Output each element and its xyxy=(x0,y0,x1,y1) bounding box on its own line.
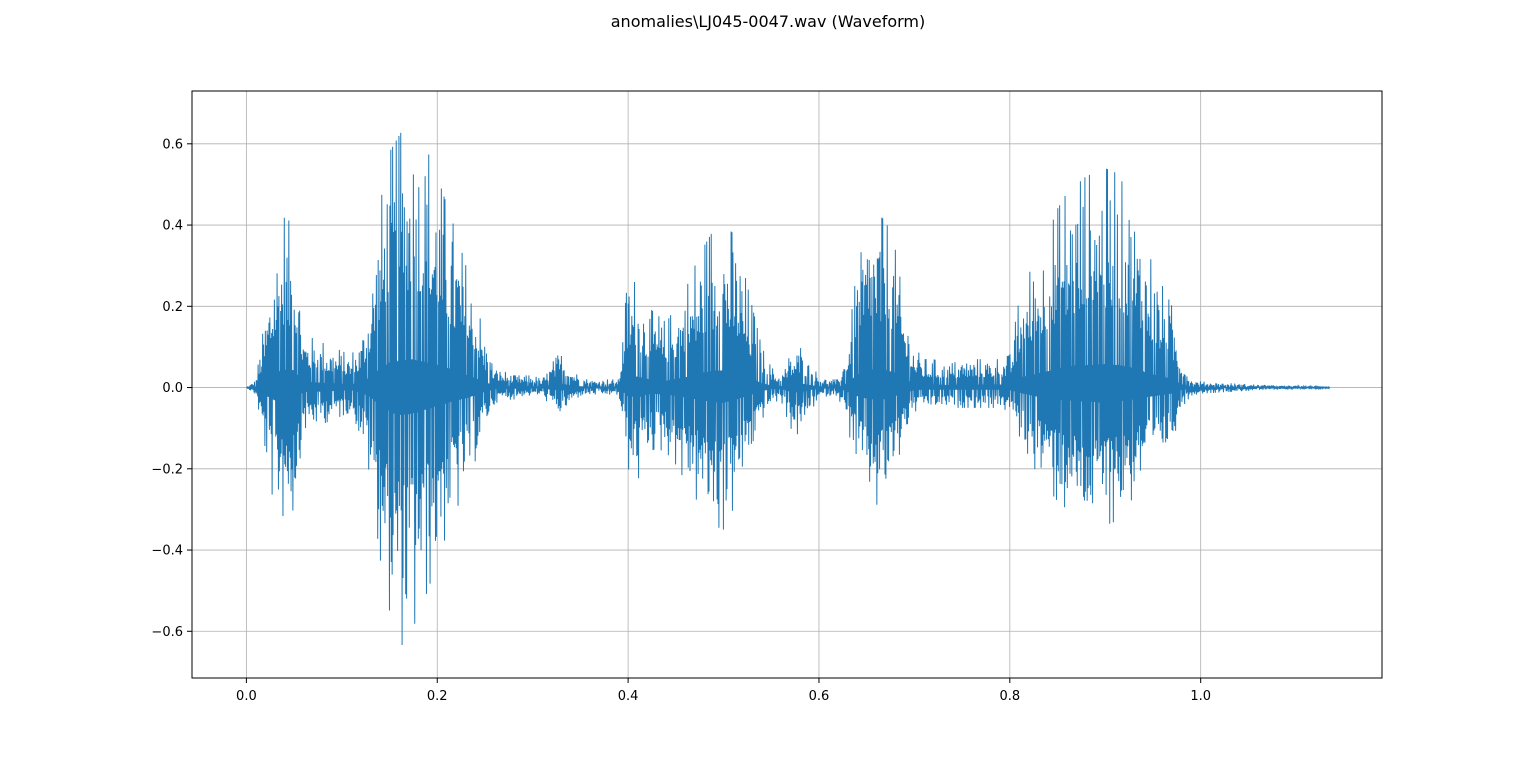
chart-title: anomalies\LJ045-0047.wav (Waveform) xyxy=(610,12,926,31)
y-axis-ticks: −0.6 −0.4 −0.2 0.0 0.2 0.4 0.6 xyxy=(151,137,192,640)
y-tick-label: 0.0 xyxy=(162,381,183,396)
plot-area xyxy=(246,132,1330,645)
y-tick-label: 0.2 xyxy=(162,300,183,315)
y-tick-label: −0.2 xyxy=(151,462,183,477)
x-axis-ticks: 0.0 0.2 0.4 0.6 0.8 1.0 xyxy=(236,678,1211,704)
x-tick-label: 0.0 xyxy=(236,689,257,704)
x-tick-label: 0.6 xyxy=(809,689,830,704)
y-tick-label: 0.6 xyxy=(162,137,183,152)
y-tick-label: −0.4 xyxy=(151,544,183,559)
x-tick-label: 1.0 xyxy=(1190,689,1211,704)
waveform-series-line xyxy=(246,132,1330,645)
y-tick-label: 0.4 xyxy=(162,219,183,234)
axes-frame xyxy=(191,90,1383,679)
x-tick-label: 0.2 xyxy=(427,689,448,704)
x-tick-label: 0.8 xyxy=(999,689,1020,704)
y-tick-label: −0.6 xyxy=(151,625,183,640)
x-tick-label: 0.4 xyxy=(618,689,639,704)
